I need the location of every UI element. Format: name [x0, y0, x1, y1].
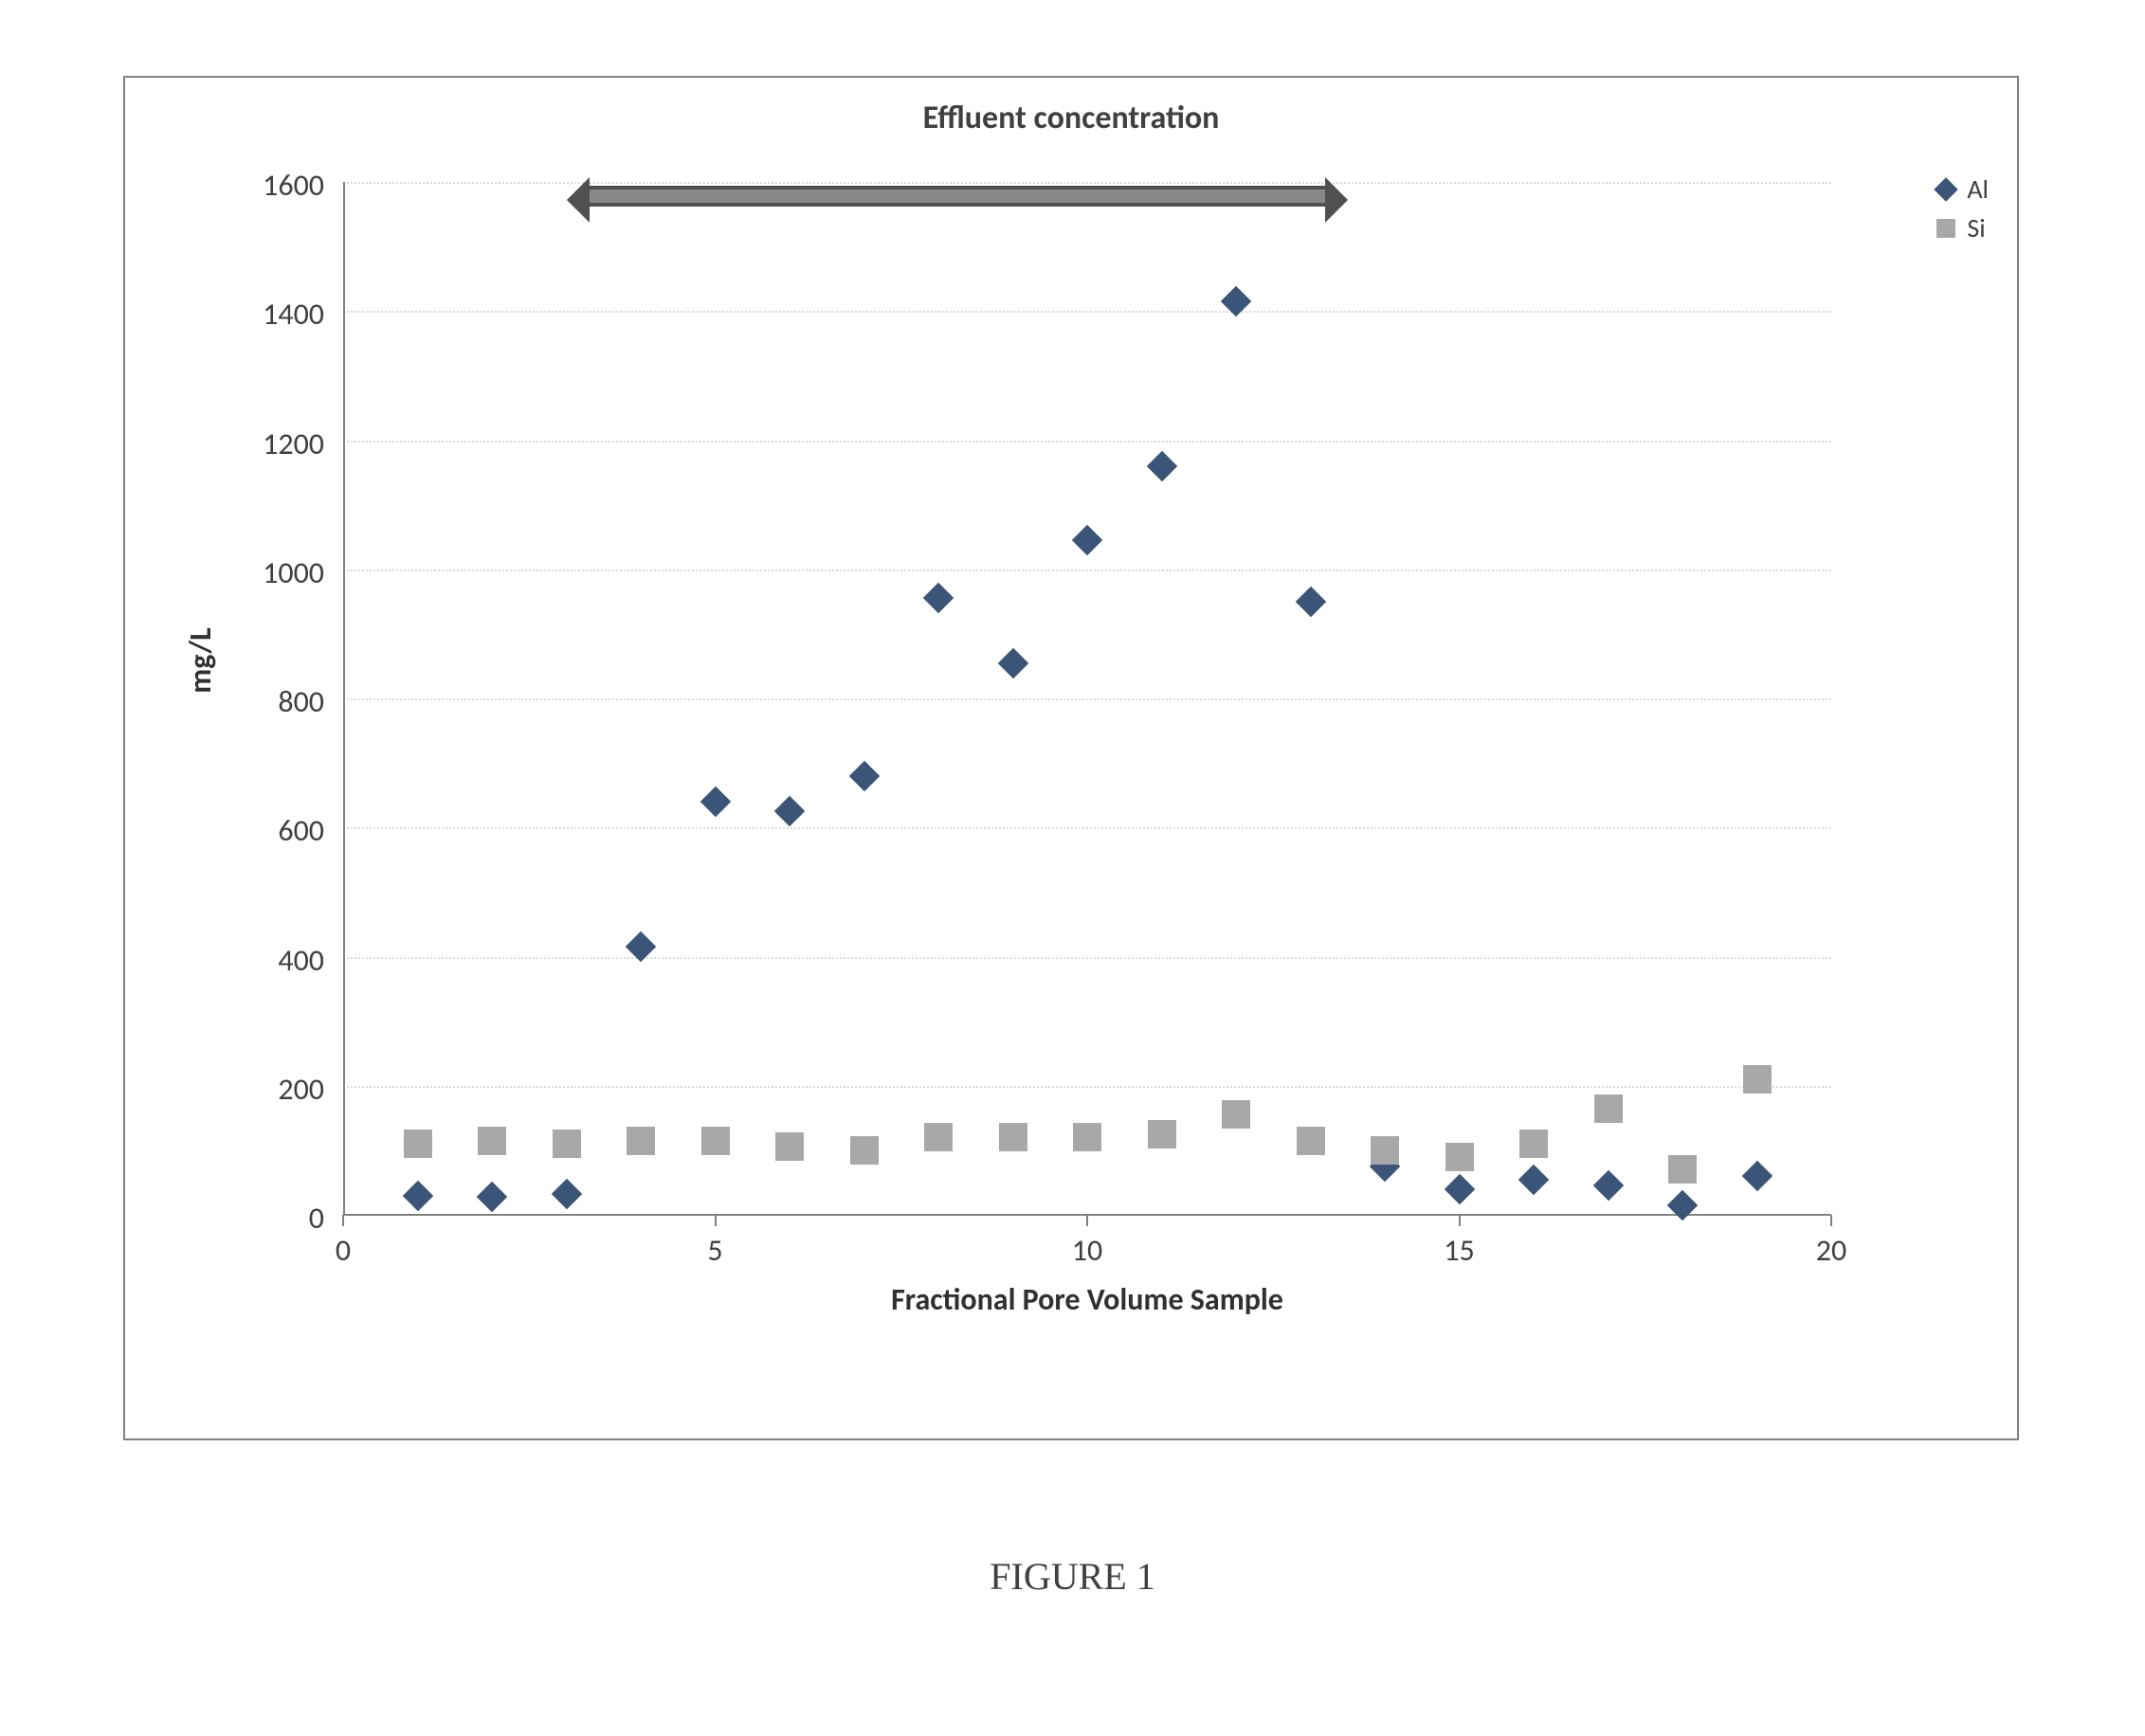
chart-frame: Effluent concentration 02004006008001000… [123, 76, 2019, 1440]
gridline [343, 441, 1831, 443]
data-point [997, 647, 1028, 678]
x-tick-mark [1830, 1215, 1832, 1226]
data-point [1592, 1170, 1624, 1202]
x-tick-mark [1459, 1215, 1461, 1226]
data-point [1072, 525, 1103, 556]
y-tick-label: 600 [125, 812, 324, 849]
arrowhead-right-icon [1325, 177, 1348, 223]
data-point [1667, 1189, 1699, 1221]
range-arrow-bar [590, 186, 1325, 207]
data-point [1146, 450, 1177, 481]
data-point [1519, 1130, 1548, 1158]
data-point [627, 1127, 655, 1155]
x-axis-label: Fractional Pore Volume Sample [343, 1281, 1831, 1318]
data-point [700, 787, 731, 818]
data-point [404, 1130, 432, 1158]
gridline [343, 570, 1831, 571]
data-point [551, 1179, 582, 1210]
data-point [477, 1182, 508, 1213]
data-point [999, 1123, 1027, 1151]
data-point [1445, 1143, 1474, 1171]
data-point [774, 796, 806, 827]
square-icon [1935, 217, 1957, 240]
gridline [343, 1086, 1831, 1088]
data-point [1222, 1100, 1250, 1129]
x-tick-mark [342, 1215, 344, 1226]
chart-title: Effluent concentration [125, 99, 2017, 137]
gridline [343, 957, 1831, 959]
x-tick-mark [1086, 1215, 1088, 1226]
y-tick-label: 0 [125, 1200, 324, 1237]
data-point [1444, 1173, 1475, 1204]
data-point [775, 1132, 804, 1161]
legend: Al Si [1935, 172, 1989, 250]
y-tick-label: 200 [125, 1071, 324, 1108]
x-tick-mark [715, 1215, 717, 1226]
data-point [923, 583, 954, 614]
data-point [1518, 1164, 1550, 1195]
data-point [478, 1127, 506, 1155]
y-tick-label: 1600 [125, 167, 324, 204]
data-point [402, 1180, 433, 1211]
y-tick-label: 400 [125, 942, 324, 979]
data-point [1297, 1127, 1325, 1155]
data-point [1741, 1161, 1772, 1192]
gridline [343, 698, 1831, 700]
gridline [343, 827, 1831, 829]
y-axis-label: mg/L [182, 566, 219, 755]
plot-area [343, 182, 1831, 1215]
x-tick-label: 20 [1793, 1232, 1869, 1269]
legend-item: Si [1935, 211, 1989, 244]
data-point [1371, 1136, 1399, 1165]
y-tick-label: 1400 [125, 296, 324, 333]
x-tick-label: 0 [305, 1232, 381, 1269]
x-tick-label: 15 [1422, 1232, 1498, 1269]
data-point [701, 1127, 730, 1155]
diamond-icon [1935, 178, 1957, 201]
page-root: Effluent concentration 02004006008001000… [0, 0, 2145, 1736]
data-point [1594, 1094, 1623, 1123]
data-point [1668, 1155, 1697, 1184]
legend-item: Al [1935, 172, 1989, 206]
y-tick-label: 1200 [125, 425, 324, 462]
data-point [1148, 1120, 1176, 1148]
data-point [850, 1136, 879, 1165]
figure-caption: FIGURE 1 [0, 1554, 2145, 1599]
data-point [553, 1130, 581, 1158]
x-tick-label: 5 [678, 1232, 754, 1269]
y-tick-label: 800 [125, 683, 324, 720]
y-tick-label: 1000 [125, 554, 324, 591]
data-point [1743, 1065, 1772, 1094]
x-tick-label: 10 [1049, 1232, 1125, 1269]
data-point [1295, 587, 1326, 618]
arrowhead-left-icon [567, 177, 590, 223]
legend-label: Al [1967, 172, 1989, 206]
data-point [848, 760, 880, 791]
legend-label: Si [1967, 211, 1985, 244]
data-point [1073, 1123, 1101, 1151]
data-point [924, 1123, 953, 1151]
y-axis-line [343, 182, 345, 1215]
gridline [343, 311, 1831, 313]
